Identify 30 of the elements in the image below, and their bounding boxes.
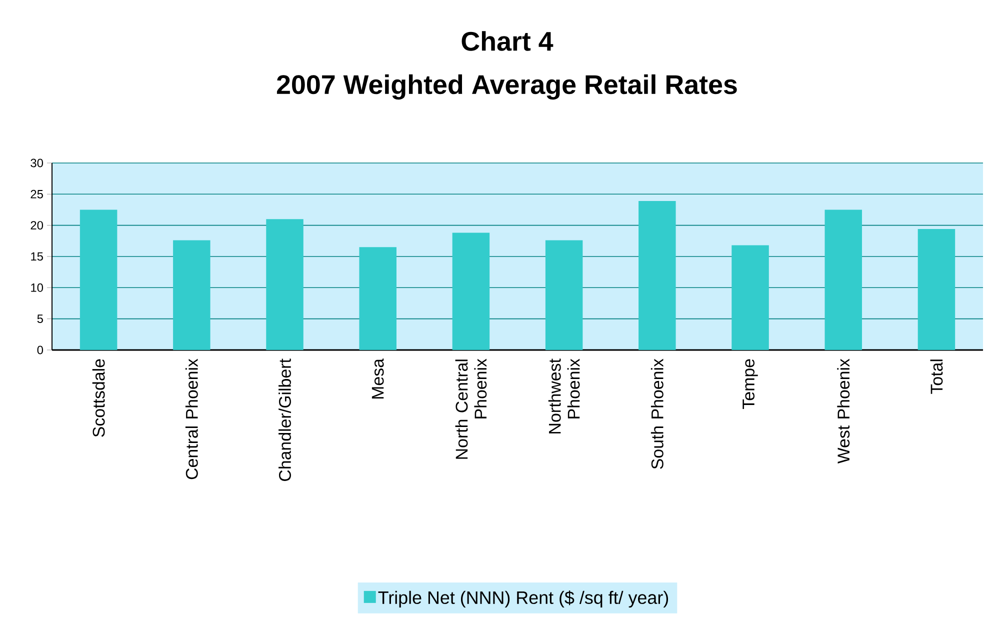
x-tick-label: Mesa [372, 358, 384, 399]
x-tick-label: South Phoenix [650, 358, 664, 469]
y-tick-label: 25 [30, 190, 43, 198]
bar [824, 210, 862, 350]
y-tick-label: 0 [37, 346, 44, 354]
x-tick-label: Total [930, 360, 943, 394]
y-tick-label: 30 [30, 158, 44, 168]
bar [80, 210, 118, 350]
chart-title: Chart 4 [462, 31, 554, 51]
x-tick-label: Northwest Phoenix [548, 358, 580, 434]
x-tick-label: Tempe [742, 359, 758, 409]
bar [173, 240, 210, 350]
y-tick-label: 10 [31, 283, 44, 292]
x-tick-label: Chandler/Gilbert [278, 358, 291, 481]
legend-label: Triple Net (NNN) Rent ($ /sq ft/ year) [378, 590, 668, 608]
chart-subtitle: 2007 Weighted Average Retail Rates [276, 74, 737, 100]
y-tick-label: 5 [37, 314, 43, 323]
x-tick-label: North Central Phoenix [455, 358, 487, 459]
y-tick-label: 20 [30, 221, 44, 230]
bar [359, 247, 396, 350]
bar [545, 240, 583, 350]
bar [452, 232, 490, 350]
y-tick-label: 15 [31, 252, 43, 261]
bar [918, 229, 956, 350]
x-tick-label: West Phoenix [837, 358, 850, 464]
bar [266, 219, 304, 350]
bar [732, 245, 769, 350]
x-tick-label: Central Phoenix [185, 358, 198, 480]
x-tick-label: Scottsdale [92, 359, 105, 437]
bar [638, 201, 676, 350]
